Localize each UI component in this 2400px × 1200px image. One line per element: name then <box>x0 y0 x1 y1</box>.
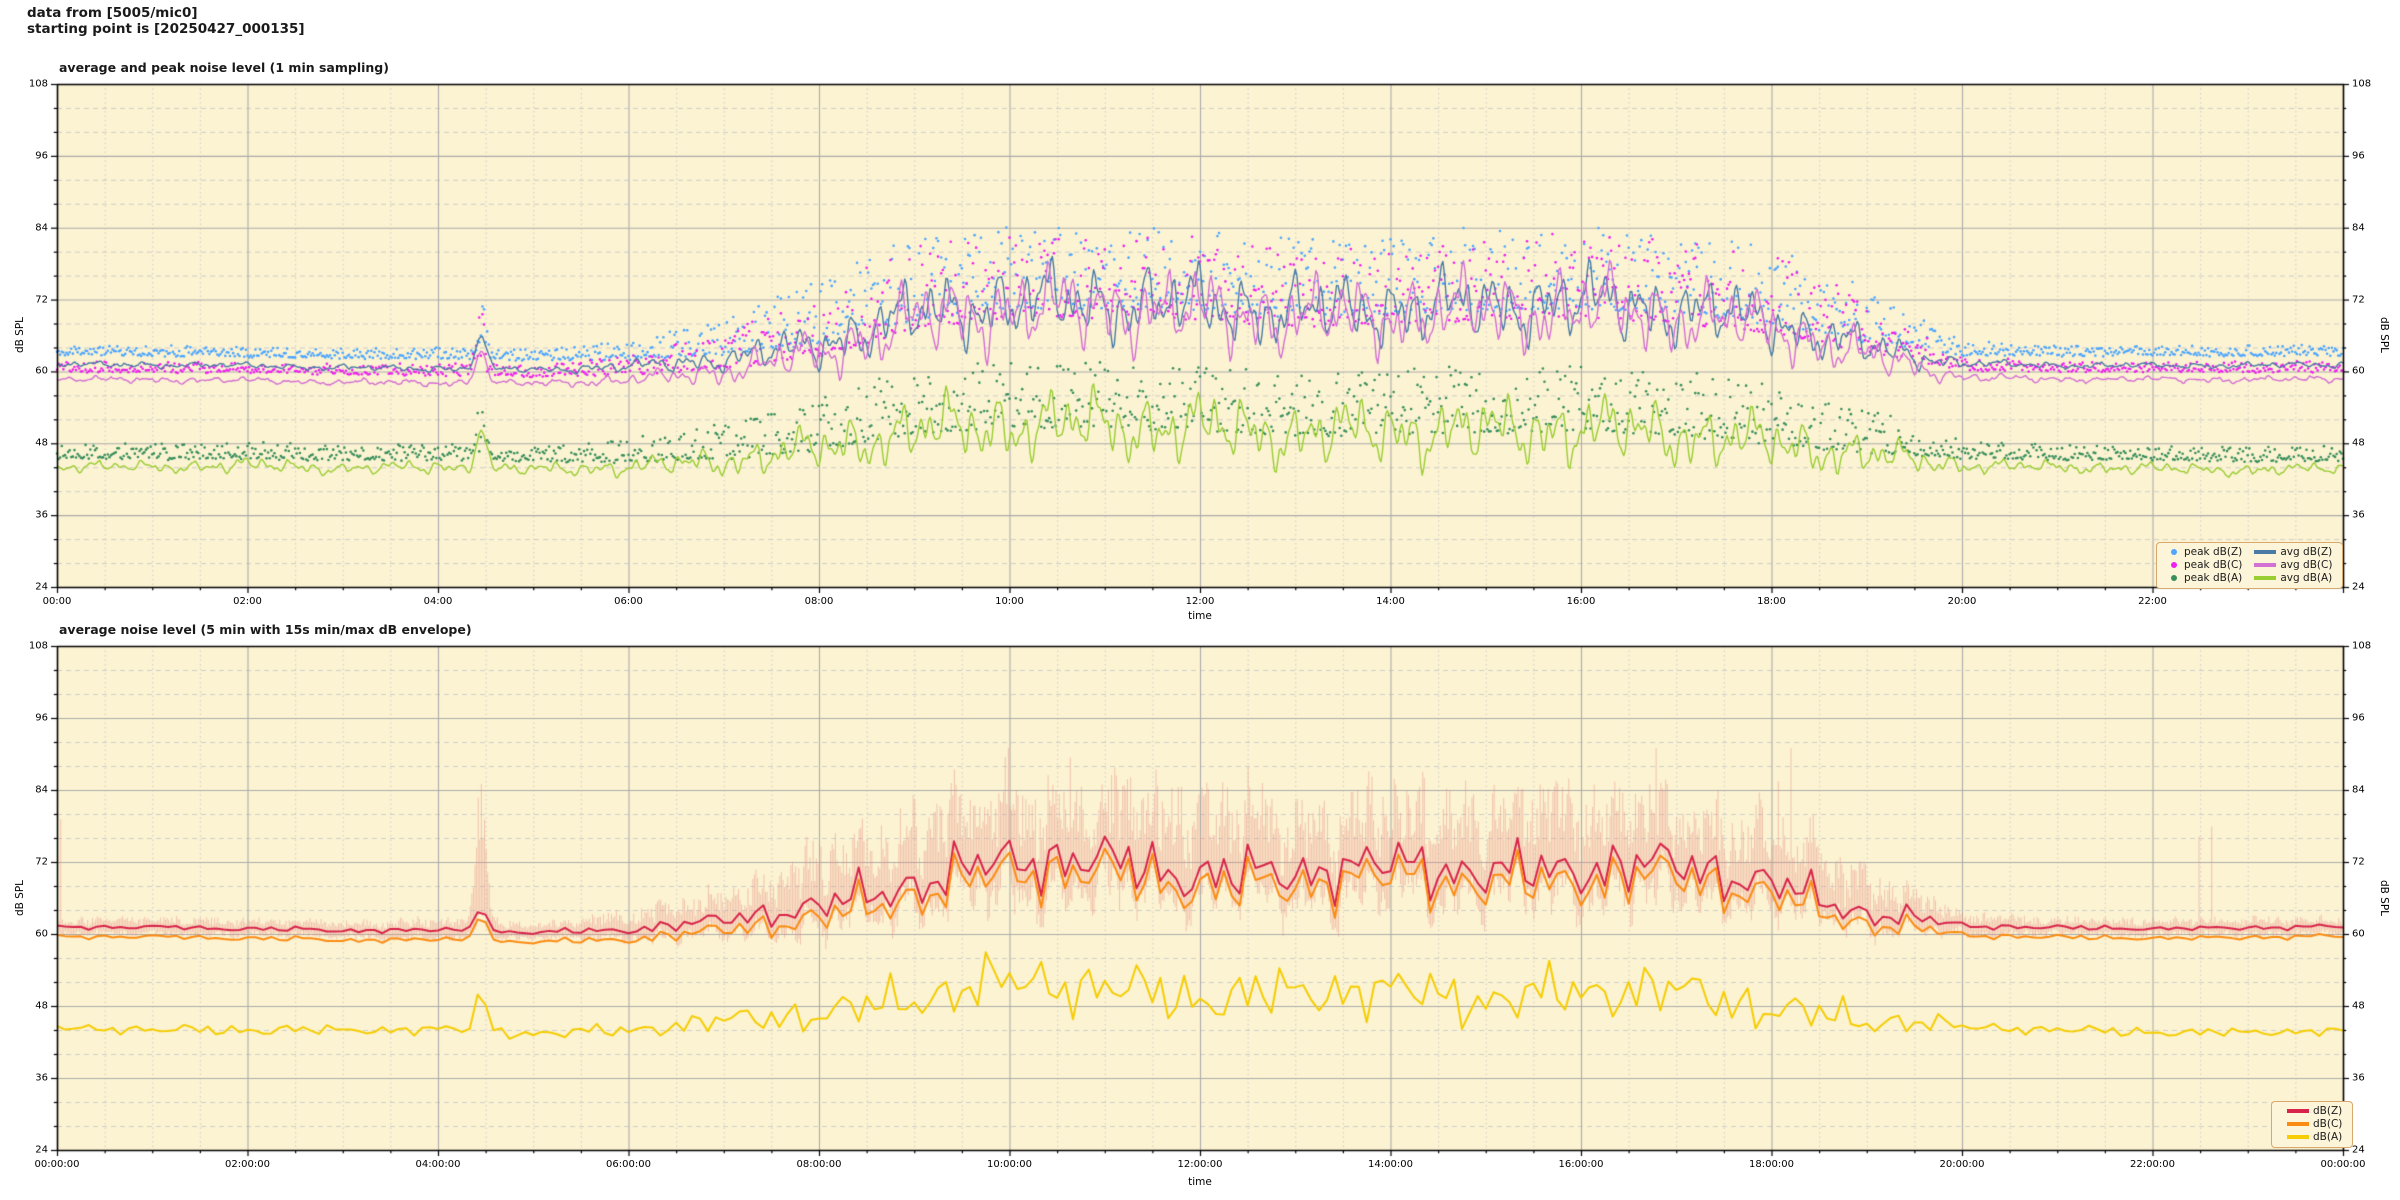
header-line1: data from [5005/mic0] <box>27 5 198 21</box>
chart2-title: average noise level (5 min with 15s min/… <box>59 622 472 637</box>
chart1-ylabel-right: dB SPL <box>2378 316 2390 354</box>
legend-label: peak dB(A) <box>2184 572 2243 584</box>
chart1-ylabel-left: dB SPL <box>14 316 26 354</box>
chart2-ylabel-left: dB SPL <box>14 879 26 917</box>
legend-dot-marker <box>2171 562 2177 568</box>
x-tick-label: 08:00 <box>804 596 834 607</box>
y-tick-label: 108 <box>2352 640 2372 652</box>
x-tick-label: 10:00:00 <box>987 1159 1032 1170</box>
legend-label: avg dB(A) <box>2280 572 2333 584</box>
y-tick-label: 36 <box>35 1072 48 1084</box>
chart1-xlabel: time <box>1188 610 1212 622</box>
x-tick-label: 14:00 <box>1376 596 1405 607</box>
y-tick-label: 48 <box>2352 437 2365 449</box>
legend-label: dB(A) <box>2313 1131 2343 1143</box>
header-line2: starting point is [20250427_000135] <box>27 21 305 37</box>
x-tick-label: 18:00 <box>1757 596 1786 607</box>
y-tick-label: 24 <box>2352 1144 2365 1156</box>
y-tick-label: 84 <box>2352 784 2365 796</box>
y-tick-label: 24 <box>35 581 48 593</box>
y-tick-label: 72 <box>35 294 48 306</box>
x-tick-label: 12:00 <box>1185 596 1215 607</box>
chart2-ylabel-right: dB SPL <box>2378 879 2390 917</box>
legend-line-marker <box>2287 1134 2309 1139</box>
x-tick-label: 12:00:00 <box>1177 1159 1223 1170</box>
y-tick-label: 84 <box>2352 222 2365 234</box>
y-tick-label: 108 <box>28 78 48 90</box>
x-tick-label: 06:00 <box>614 596 643 607</box>
x-tick-label: 00:00 <box>42 596 72 607</box>
x-tick-label: 02:00 <box>233 596 262 607</box>
x-tick-label: 16:00:00 <box>1558 1159 1604 1170</box>
y-tick-label: 24 <box>2352 581 2365 593</box>
legend-label: peak dB(C) <box>2184 559 2243 571</box>
x-tick-label: 22:00 <box>2138 596 2167 607</box>
y-tick-label: 84 <box>35 784 48 796</box>
y-tick-label: 36 <box>2352 1072 2365 1084</box>
figure-header: data from [5005/mic0] starting point is [… <box>27 5 305 37</box>
y-tick-label: 72 <box>2352 856 2365 868</box>
x-tick-label: 16:00 <box>1566 596 1596 607</box>
chart1-title: average and peak noise level (1 min samp… <box>59 60 389 75</box>
x-tick-label: 20:00:00 <box>1939 1159 1985 1170</box>
y-tick-label: 48 <box>35 437 48 449</box>
legend-line-marker <box>2287 1108 2309 1113</box>
y-tick-label: 48 <box>2352 1000 2365 1012</box>
chart2-legend: dB(Z) dB(C) dB(A) <box>2271 1101 2354 1148</box>
legend-line-marker <box>2287 1121 2309 1126</box>
legend-entry: avg dB(C) <box>2245 559 2335 572</box>
x-tick-label: 02:00:00 <box>225 1159 270 1170</box>
legend-entry: peak dB(Z) <box>2163 546 2245 559</box>
y-tick-label: 108 <box>2352 78 2372 90</box>
y-tick-label: 96 <box>35 150 48 162</box>
legend-line-marker <box>2254 575 2277 580</box>
legend-label: avg dB(Z) <box>2280 546 2333 558</box>
legend-entry: avg dB(A) <box>2245 572 2335 585</box>
legend-entry: dB(A) <box>2278 1131 2345 1144</box>
y-tick-label: 72 <box>2352 294 2365 306</box>
x-tick-label: 10:00 <box>995 596 1024 607</box>
x-tick-label: 08:00:00 <box>796 1159 842 1170</box>
y-tick-label: 60 <box>35 928 48 940</box>
x-tick-label: 00:00:00 <box>34 1159 80 1170</box>
legend-label: peak dB(Z) <box>2184 546 2243 558</box>
legend-dot-marker <box>2171 549 2177 555</box>
legend-label: avg dB(C) <box>2280 559 2333 571</box>
y-tick-label: 84 <box>35 222 48 234</box>
legend-entry: dB(C) <box>2278 1118 2345 1131</box>
y-tick-label: 36 <box>35 509 48 521</box>
legend-entry: peak dB(C) <box>2163 559 2245 572</box>
x-tick-label: 00:00:00 <box>2320 1159 2366 1170</box>
legend-label: dB(C) <box>2313 1118 2343 1130</box>
y-tick-label: 72 <box>35 856 48 868</box>
y-tick-label: 96 <box>2352 150 2365 162</box>
y-tick-label: 60 <box>35 365 48 377</box>
legend-entry: dB(Z) <box>2278 1105 2345 1118</box>
y-tick-label: 48 <box>35 1000 48 1012</box>
y-tick-label: 36 <box>2352 509 2365 521</box>
x-tick-label: 22:00:00 <box>2130 1159 2175 1170</box>
legend-line-marker <box>2254 562 2277 567</box>
y-tick-label: 60 <box>2352 928 2365 940</box>
y-tick-label: 60 <box>2352 365 2365 377</box>
y-tick-label: 96 <box>2352 712 2365 724</box>
x-tick-label: 04:00:00 <box>415 1159 461 1170</box>
chart2-xlabel: time <box>1188 1176 1212 1188</box>
legend-line-marker <box>2254 549 2277 554</box>
x-tick-label: 04:00 <box>423 596 453 607</box>
x-tick-label: 06:00:00 <box>606 1159 651 1170</box>
legend-entry: avg dB(Z) <box>2245 546 2335 559</box>
y-tick-label: 96 <box>35 712 48 724</box>
legend-entry: peak dB(A) <box>2163 572 2245 585</box>
x-tick-label: 14:00:00 <box>1368 1159 1413 1170</box>
chart1-legend: peak dB(Z) avg dB(Z) peak dB(C) avg dB(C) pe… <box>2156 542 2344 589</box>
x-tick-label: 20:00 <box>1947 596 1977 607</box>
y-tick-label: 108 <box>28 640 48 652</box>
y-tick-label: 24 <box>35 1144 48 1156</box>
legend-dot-marker <box>2171 575 2177 581</box>
legend-label: dB(Z) <box>2313 1105 2343 1117</box>
x-tick-label: 18:00:00 <box>1749 1159 1794 1170</box>
